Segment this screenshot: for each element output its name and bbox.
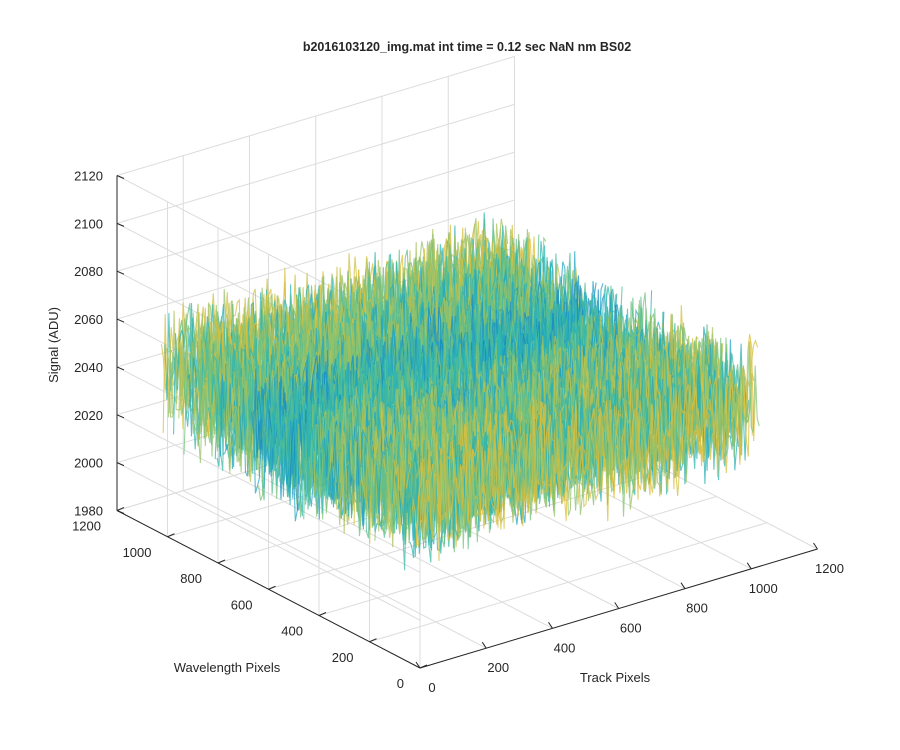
y-tick — [217, 559, 226, 564]
z-tick-label: 2040 — [74, 360, 103, 375]
grid-line — [318, 496, 717, 616]
surface-strand — [167, 225, 509, 418]
tick-labels: 0 200 400 600 800 1000 1200 0 200 400 600 800 1000 12… — [72, 169, 844, 696]
z-tick — [116, 270, 125, 275]
surface-strand — [419, 341, 760, 534]
x-tick — [614, 602, 620, 609]
x-tick — [680, 582, 686, 589]
x-tick-label: 1200 — [815, 561, 844, 576]
z-tick — [116, 366, 125, 371]
z-axis-label: Signal (ADU) — [46, 307, 61, 383]
z-tick-label: 2120 — [74, 169, 103, 184]
y-tick-label: 200 — [332, 650, 354, 665]
y-tick — [268, 585, 276, 590]
y-tick — [116, 507, 125, 511]
z-tick-label: 2020 — [74, 408, 103, 423]
x-tick-label: 0 — [428, 680, 435, 695]
axes — [116, 175, 818, 669]
y-tick — [318, 612, 327, 616]
y-axis-label: Wavelength Pixels — [174, 660, 281, 675]
z-tick-label: 1980 — [74, 504, 103, 519]
y-tick-label: 400 — [281, 624, 303, 639]
x-axis-label: Track Pixels — [580, 670, 651, 685]
z-tick — [116, 510, 125, 514]
x-tick-label: 600 — [620, 621, 642, 636]
z-tick — [116, 462, 125, 467]
surface — [160, 212, 760, 571]
z-tick-label: 2100 — [74, 216, 103, 231]
z-tick — [116, 318, 125, 323]
y-tick-label: 800 — [180, 571, 202, 586]
y-tick — [167, 533, 175, 538]
x-tick-label: 400 — [554, 640, 576, 655]
z-tick — [116, 414, 125, 419]
x-tick-label: 1000 — [749, 581, 778, 596]
z-tick — [116, 222, 125, 227]
z-tick-label: 2060 — [74, 312, 103, 327]
x-tick-label: 200 — [487, 660, 509, 675]
x-tick — [746, 562, 752, 570]
x-tick — [415, 661, 421, 669]
z-tick-label: 2000 — [74, 456, 103, 471]
y-tick — [419, 664, 428, 669]
y-tick-label: 1000 — [123, 545, 152, 560]
y-tick — [369, 638, 377, 643]
x-tick-label: 800 — [686, 601, 708, 616]
x-tick — [548, 622, 553, 629]
x-tick — [481, 641, 487, 649]
chart-title: b2016103120_img.mat int time = 0.12 sec … — [303, 40, 631, 54]
y-tick-label: 0 — [397, 676, 404, 691]
z-tick — [116, 175, 125, 179]
y-tick-label: 1200 — [72, 519, 101, 534]
z-tick-label: 2080 — [74, 264, 103, 279]
y-tick-label: 600 — [231, 597, 253, 612]
grid-line — [369, 522, 768, 643]
x-tick — [813, 542, 818, 550]
